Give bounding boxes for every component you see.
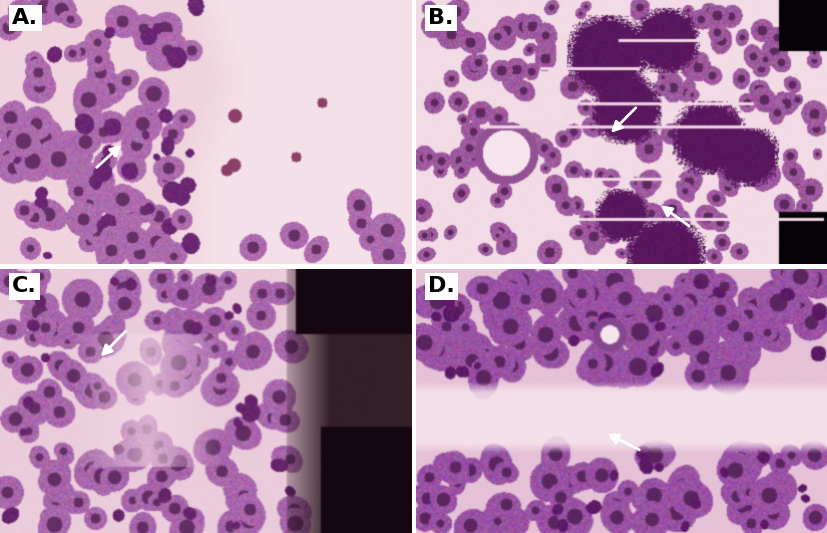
Text: C.: C. (12, 277, 37, 296)
Text: A.: A. (12, 8, 38, 28)
Text: B.: B. (428, 8, 453, 28)
Text: D.: D. (428, 277, 455, 296)
